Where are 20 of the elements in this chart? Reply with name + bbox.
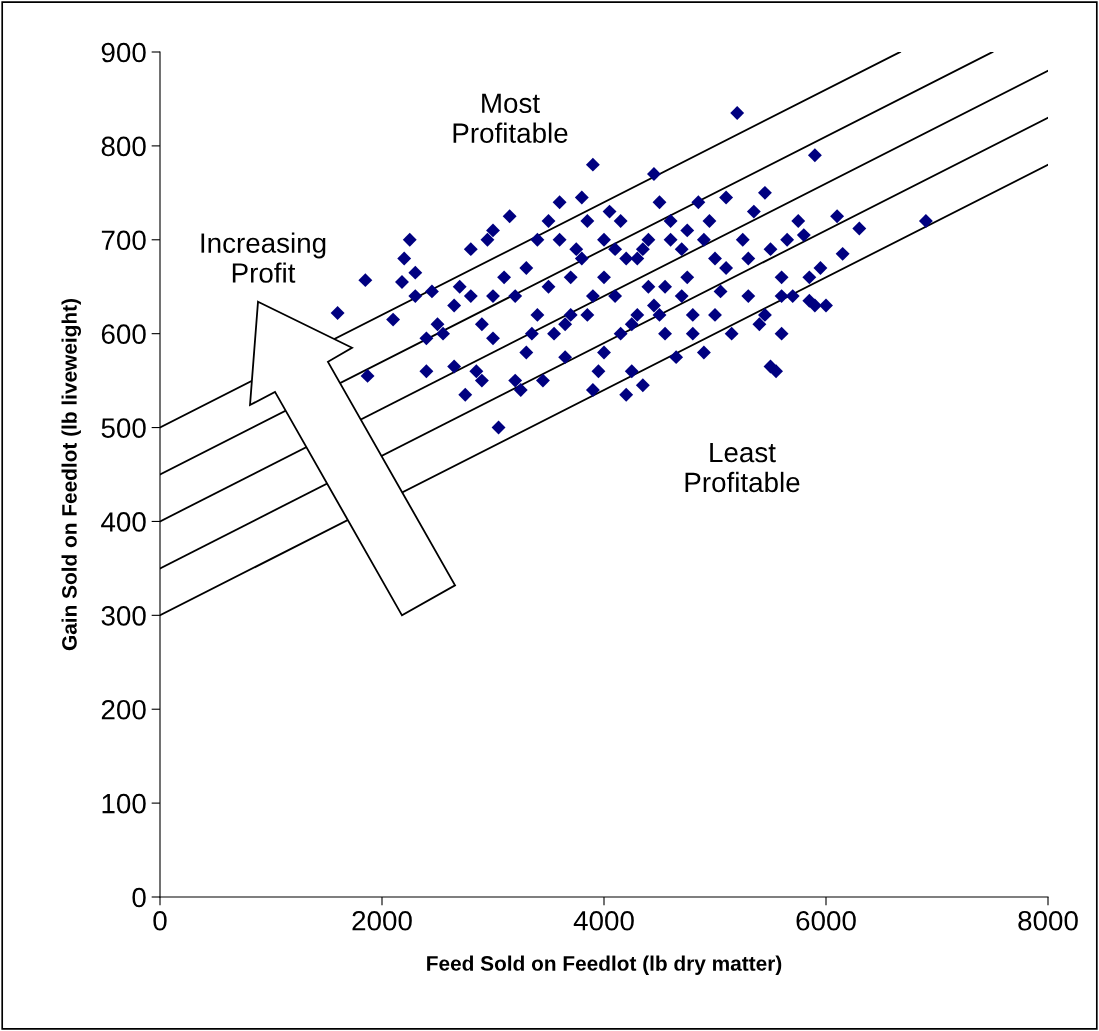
x-tick-label: 0 (153, 910, 167, 931)
y-tick-label: 400 (101, 512, 146, 532)
x-axis-title: Feed Sold on Feedlot (lb dry matter) (427, 955, 782, 975)
y-tick-label: 300 (101, 606, 146, 626)
y-tick-label: 800 (101, 136, 146, 157)
x-tick-label: 8000 (1018, 910, 1078, 931)
annotation: Increasing Profit (201, 232, 326, 283)
y-tick-label: 0 (132, 887, 146, 908)
y-tick-label: 500 (101, 418, 146, 438)
y-tick-label: 900 (101, 42, 146, 63)
y-tick-label: 100 (102, 793, 146, 814)
annotation: Most Profitable (453, 93, 568, 143)
x-tick-label: 6000 (796, 910, 856, 931)
annotation: Least Profitable (685, 442, 800, 493)
x-tick-label: 4000 (573, 910, 634, 931)
y-tick-label: 700 (101, 230, 146, 251)
y-axis-title: Gain Sold on Feedlot (lb liveweight) (61, 299, 82, 651)
x-tick-label: 2000 (352, 910, 412, 931)
y-tick-label: 600 (101, 324, 146, 345)
y-tick-label: 200 (101, 699, 146, 720)
